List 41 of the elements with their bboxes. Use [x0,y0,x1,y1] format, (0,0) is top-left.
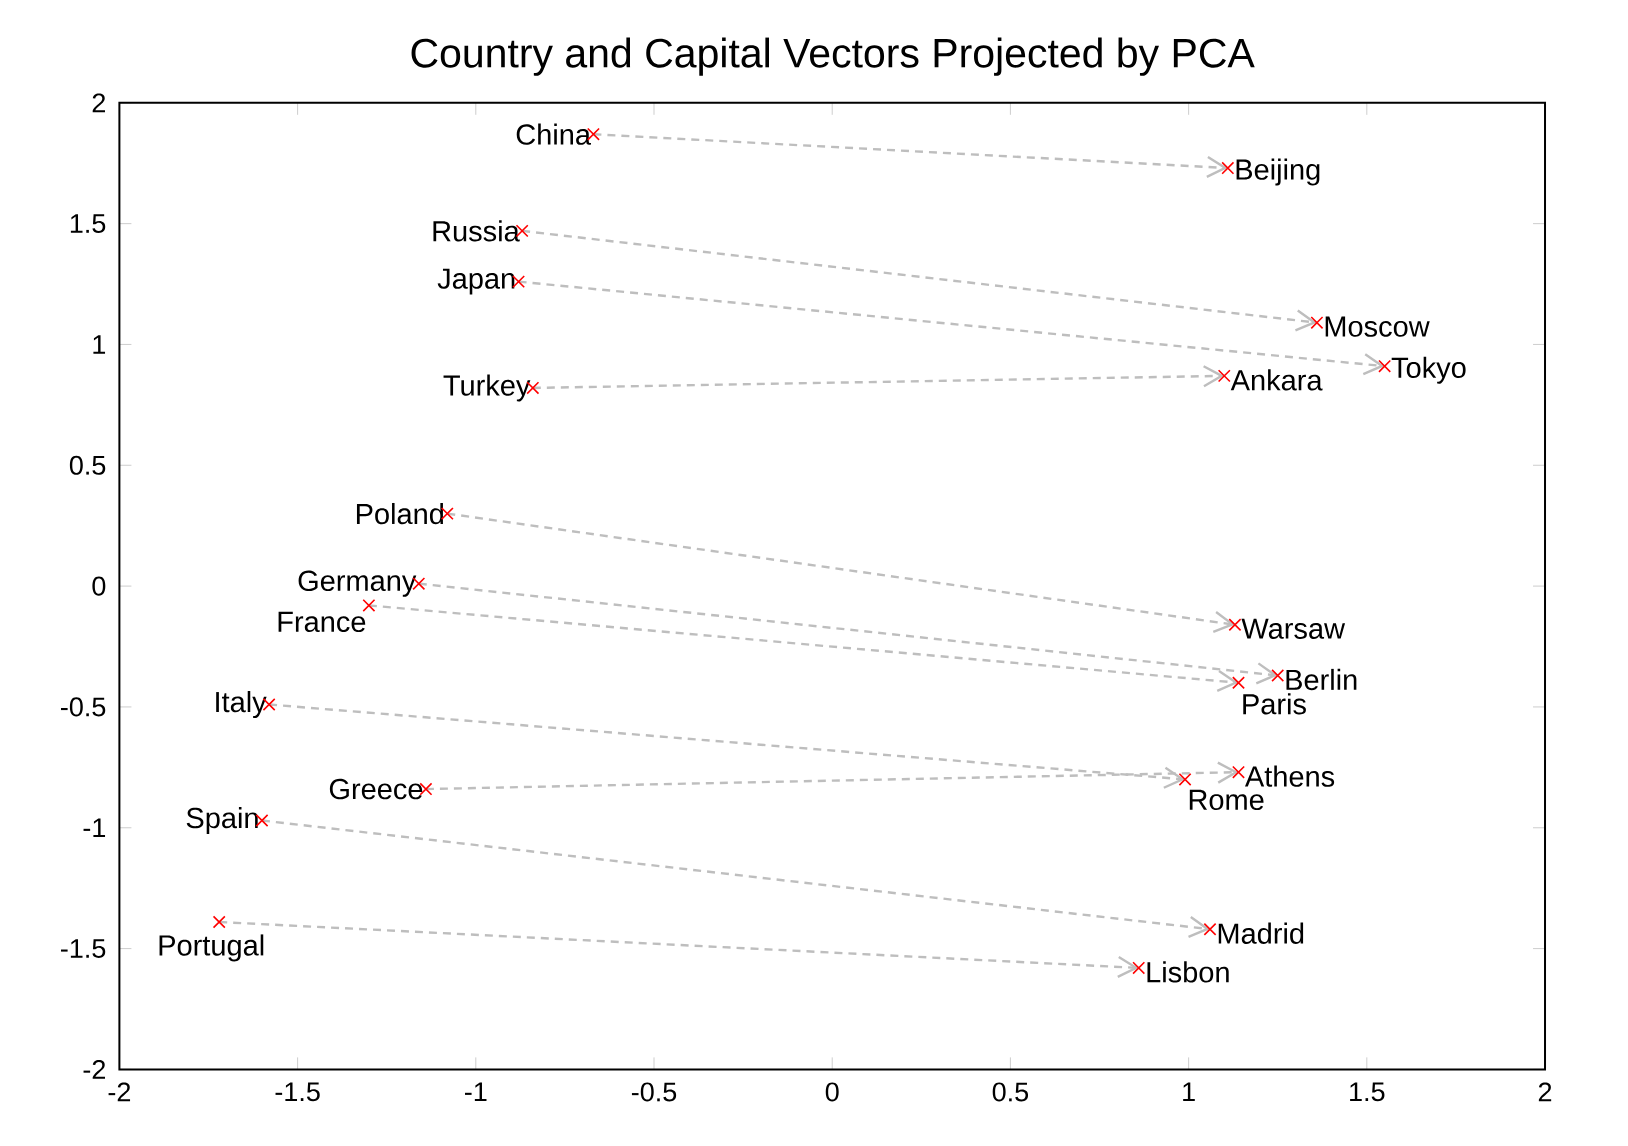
annotation: Lisbon [1147,961,1229,983]
annotation: France [278,611,366,633]
y-tick-label: 1.5 [70,214,106,234]
x-tick-label: 1.5 [1350,1082,1385,1102]
annotation: Madrid [1218,922,1304,944]
x-tick-label: 0.5 [992,1082,1029,1102]
y-tick-label: 2 [92,93,105,113]
x-tick-label: -1.5 [275,1082,320,1102]
annotation: Greece [329,778,423,800]
y-tick-label: -1 [83,818,106,838]
x-tick-label: -2 [108,1082,131,1102]
annotation: Italy [216,691,267,719]
annotation: Japan [437,268,515,295]
y-tick-label: 0.5 [69,455,106,475]
y-tick-label: -0.5 [61,697,106,717]
annotation: Germany [298,570,417,597]
x-tick-label: 2 [1538,1082,1552,1102]
annotation: Beijing [1236,158,1320,186]
y-tick-label: 0 [92,576,106,596]
annotation: Berlin [1286,668,1357,691]
annotation: Poland [356,502,443,525]
annotation: Spain [186,807,258,835]
x-tick-label: 1 [1183,1082,1195,1102]
x-tick-label: -1 [464,1082,487,1102]
annotation: Portugal [159,934,264,962]
annotation: Turkey [443,374,531,402]
x-tick-label: -0.5 [631,1082,677,1102]
annotation: Paris [1243,693,1306,715]
y-tick-label: -1.5 [61,939,106,958]
y-tick-label: 1 [93,335,106,354]
chart-title: Country and Capital Vectors Projected by PCA [411,37,1255,76]
annotation: Tokyo [1391,356,1466,384]
y-tick-label: -2 [83,1059,105,1079]
x-tick-label: 0 [825,1082,839,1102]
annotation: Athens [1244,765,1335,787]
annotation: Rome [1189,789,1264,811]
annotation: Moscow [1325,316,1430,337]
annotation: China [516,123,591,145]
annotation: Warsaw [1241,618,1346,639]
annotation: Ankara [1230,369,1323,391]
annotation: Russia [433,220,520,242]
